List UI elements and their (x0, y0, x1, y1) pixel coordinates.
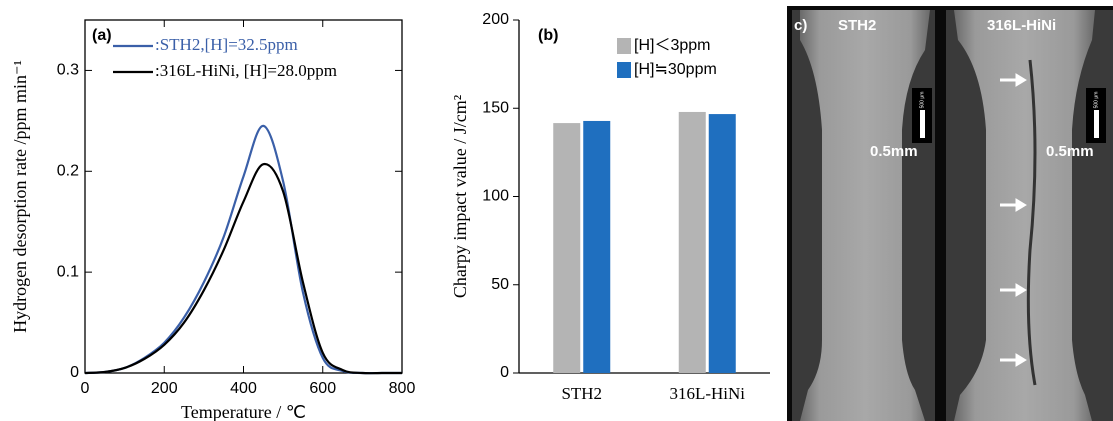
bar (708, 114, 736, 374)
scale-bar (1094, 110, 1099, 138)
legend-label: [H]≒30ppm (634, 61, 717, 78)
specimen-name: 316L-HiNi (987, 17, 1056, 34)
photo-panel: 500 μm 500 μm c) STH2 316L-HiNi 0.5mm 0.… (787, 6, 1113, 421)
x-tick-label: 316L-HiNi (669, 384, 745, 403)
y-tick-label: 150 (482, 99, 509, 116)
legend-label: :316L-HiNi, [H]=28.0ppm (155, 61, 337, 80)
x-tick-label: STH2 (561, 384, 602, 403)
y-tick-label: 0 (500, 364, 509, 381)
crack (1026, 59, 1037, 386)
arrow-head (1015, 353, 1027, 367)
panel-label: (a) (92, 27, 112, 44)
y-tick-label: 0 (70, 364, 79, 381)
arrow-head (1015, 198, 1027, 212)
x-tick-label: 600 (309, 380, 336, 397)
x-axis-label: Temperature / ℃ (181, 402, 306, 421)
y-tick-label: 0.3 (57, 62, 79, 79)
panel-label: c) (794, 17, 807, 34)
arrow-head (1015, 283, 1027, 297)
x-tick-label: 0 (81, 380, 90, 397)
y-tick-label: 0.2 (57, 163, 79, 180)
y-axis-label: Hydrogen desorption rate /ppm min⁻¹ (10, 60, 30, 333)
panel-label: (b) (538, 27, 558, 44)
bar (583, 120, 611, 373)
y-tick-label: 0.1 (57, 263, 79, 280)
bar (678, 111, 706, 374)
y-tick-label: 100 (482, 188, 509, 205)
legend-label: :STH2,[H]=32.5ppm (155, 35, 298, 54)
y-tick-label: 50 (491, 276, 509, 293)
specimen (800, 10, 930, 421)
line-series (84, 124, 402, 375)
specimen (954, 10, 1095, 421)
scale-label: 0.5mm (1046, 143, 1094, 160)
y-tick-label: 200 (482, 11, 509, 28)
legend-swatch (617, 38, 631, 54)
scale-bar-label: 500 μm (919, 92, 925, 109)
legend-swatch (617, 62, 631, 78)
specimen-name: STH2 (838, 17, 876, 34)
arrows (1000, 73, 1027, 367)
x-tick-label: 200 (151, 380, 178, 397)
scale-label: 0.5mm (870, 143, 918, 160)
scale-bar-label: 500 μm (1093, 92, 1099, 109)
arrow-head (1015, 73, 1027, 87)
bar (553, 123, 581, 374)
line-series (84, 163, 402, 375)
x-tick-label: 800 (389, 380, 416, 397)
y-axis-label: Charpy impact value / J/cm² (450, 95, 470, 298)
legend-label: [H]＜3ppm (634, 37, 710, 54)
scale-bar (920, 110, 925, 138)
x-tick-label: 400 (230, 380, 257, 397)
